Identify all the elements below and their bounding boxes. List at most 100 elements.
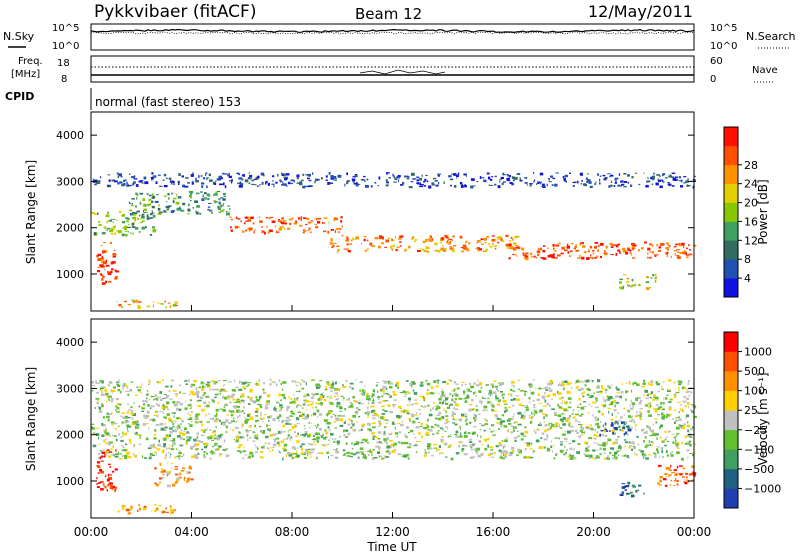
data-cell-1-0: [225, 448, 229, 451]
data-cell-1-0: [633, 452, 635, 454]
data-cell-1-1: [107, 483, 111, 485]
data-cell-0-1: [172, 197, 177, 200]
data-cell-1-0: [558, 424, 561, 428]
data-cell-1-6: [618, 425, 621, 429]
data-cell-1-0: [327, 426, 330, 429]
data-cell-1-0: [165, 394, 170, 398]
data-cell-0-3: [480, 238, 484, 241]
data-cell-1-0: [471, 398, 474, 402]
data-cell-0-5: [581, 179, 583, 182]
data-cell-1-0: [602, 447, 606, 451]
data-cell-0-2: [252, 222, 255, 225]
data-cell-1-0: [559, 418, 564, 421]
data-cell-1-0: [419, 384, 424, 387]
data-cell-1-0: [499, 423, 501, 426]
data-cell-1-0: [172, 442, 176, 445]
data-cell-1-0: [115, 409, 117, 411]
data-cell-1-0: [169, 419, 172, 422]
data-cell-1-0: [463, 431, 467, 435]
data-cell-1-0: [591, 436, 593, 439]
data-cell-0-4: [609, 242, 613, 246]
data-cell-1-0: [190, 405, 193, 408]
data-cell-1-0: [196, 432, 199, 435]
data-cell-1-0: [244, 421, 249, 423]
data-cell-1-0: [278, 407, 280, 409]
data-cell-1-0: [123, 449, 126, 451]
data-cell-0-3: [465, 240, 467, 244]
data-cell-1-0: [633, 381, 637, 385]
data-cell-0-1: [227, 205, 230, 207]
data-cell-1-0: [214, 442, 218, 445]
data-cell-0-1: [175, 201, 180, 205]
data-cell-1-0: [288, 423, 292, 425]
data-cell-1-0: [215, 447, 219, 450]
data-cell-0-5: [223, 182, 225, 186]
data-cell-1-0: [374, 413, 377, 415]
data-cell-0-5: [388, 177, 391, 179]
data-cell-1-1: [100, 481, 104, 483]
data-cell-0-3: [385, 239, 390, 243]
data-cell-1-0: [262, 421, 264, 423]
data-cell-1-0: [260, 451, 264, 454]
data-cell-0-5: [198, 175, 200, 177]
data-cell-1-0: [303, 394, 305, 397]
data-cell-0-5: [659, 175, 661, 178]
data-cell-0-2: [271, 220, 276, 223]
data-cell-1-0: [591, 380, 594, 383]
data-cell-1-0: [262, 430, 266, 432]
nave-variation-trace: [359, 69, 446, 75]
data-cell-0-4: [600, 255, 602, 259]
data-cell-0-3: [476, 242, 478, 244]
data-cell-1-0: [474, 417, 478, 420]
data-cell-0-4: [517, 247, 520, 249]
data-cell-0-8: [646, 276, 649, 279]
data-cell-1-0: [557, 405, 561, 407]
data-cell-0-4: [682, 252, 687, 255]
data-cell-1-5: [682, 476, 685, 478]
data-cell-1-0: [198, 420, 201, 423]
data-cell-1-0: [661, 415, 666, 419]
data-cell-1-0: [481, 444, 484, 446]
data-cell-0-4: [515, 245, 519, 247]
data-cell-1-0: [160, 427, 165, 431]
data-cell-1-0: [182, 421, 184, 423]
data-cell-1-0: [428, 430, 430, 432]
data-cell-1-0: [447, 446, 451, 448]
data-cell-1-0: [432, 407, 434, 410]
data-cell-1-0: [408, 432, 410, 434]
data-cell-0-1: [211, 211, 213, 214]
data-cell-1-0: [561, 412, 564, 415]
data-cell-1-0: [126, 427, 128, 430]
data-cell-1-0: [688, 405, 689, 408]
data-cell-1-0: [201, 408, 205, 412]
data-cell-0-4: [658, 250, 662, 252]
data-cell-1-0: [380, 389, 382, 392]
data-cell-1-0: [238, 401, 242, 404]
data-cell-0-1: [190, 199, 192, 202]
data-cell-0-5: [416, 182, 420, 184]
data-cell-1-0: [162, 408, 166, 411]
data-cell-1-0: [274, 406, 276, 409]
data-cell-1-0: [162, 403, 164, 407]
data-cell-1-0: [426, 382, 431, 386]
data-cell-0-7: [118, 303, 122, 307]
data-cell-0-5: [299, 181, 302, 183]
data-cell-0-1: [171, 210, 176, 212]
data-cell-1-0: [315, 431, 317, 435]
data-cell-0-0: [91, 211, 95, 214]
data-cell-1-0: [436, 379, 440, 382]
data-cell-1-0: [441, 401, 444, 405]
data-cell-1-0: [227, 422, 232, 424]
data-cell-1-0: [372, 414, 375, 417]
data-cell-0-1: [136, 197, 138, 200]
data-cell-0-3: [491, 239, 496, 242]
data-cell-1-5: [673, 469, 677, 472]
data-cell-0-5: [248, 177, 252, 180]
data-cell-0-5: [238, 173, 241, 176]
data-cell-1-0: [361, 441, 364, 444]
data-cell-1-0: [197, 396, 199, 398]
data-cell-1-4: [630, 494, 635, 498]
data-cell-1-0: [169, 398, 173, 400]
data-cell-1-0: [648, 381, 650, 385]
data-cell-1-0: [639, 415, 642, 418]
